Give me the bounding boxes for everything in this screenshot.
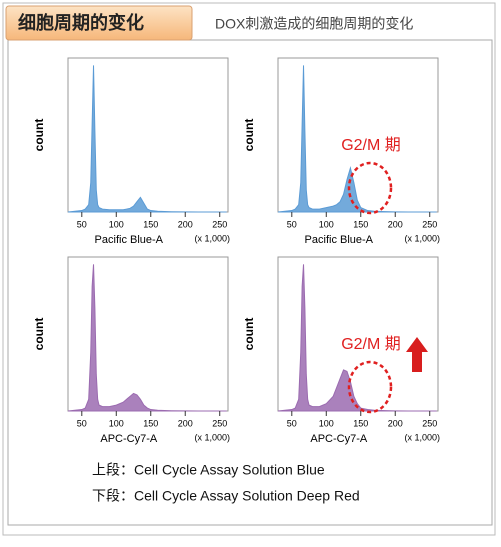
x-tick-label: 250 bbox=[422, 219, 437, 229]
histogram-area bbox=[277, 65, 437, 213]
x-tick-label: 150 bbox=[143, 418, 158, 428]
x-tick-label: 200 bbox=[388, 219, 403, 229]
histogram-area bbox=[67, 65, 227, 213]
histogram-area bbox=[67, 264, 227, 412]
histogram-area bbox=[277, 264, 437, 412]
x-axis-label: Pacific Blue-A bbox=[95, 234, 164, 246]
annotation: G2/M 期 bbox=[341, 335, 401, 353]
y-axis-label: count bbox=[242, 119, 256, 152]
x-tick-label: 50 bbox=[287, 418, 297, 428]
x-axis-label: Pacific Blue-A bbox=[305, 234, 374, 246]
x-axis-label: APC-Cy7-A bbox=[100, 433, 158, 445]
x-unit-label: (x 1,000) bbox=[194, 233, 230, 243]
x-tick-label: 100 bbox=[319, 219, 334, 229]
x-tick-label: 50 bbox=[77, 219, 87, 229]
highlight-ellipse bbox=[347, 161, 393, 215]
y-axis-label: count bbox=[32, 119, 46, 152]
x-tick-label: 200 bbox=[178, 219, 193, 229]
x-tick-label: 150 bbox=[353, 418, 368, 428]
title: 细胞周期的变化 bbox=[18, 12, 144, 33]
x-axis-label: APC-Cy7-A bbox=[310, 433, 368, 445]
x-tick-label: 250 bbox=[422, 418, 437, 428]
x-tick-label: 250 bbox=[212, 418, 227, 428]
highlight-ellipse bbox=[347, 360, 393, 414]
x-tick-label: 100 bbox=[109, 219, 124, 229]
caption: 下段：Cell Cycle Assay Solution Deep Red bbox=[92, 488, 360, 504]
panel-frame bbox=[7, 39, 493, 526]
x-unit-label: (x 1,000) bbox=[404, 432, 440, 442]
annotation: G2/M 期 bbox=[341, 136, 401, 154]
x-tick-label: 100 bbox=[319, 418, 334, 428]
title-tab bbox=[5, 5, 193, 41]
caption: 上段：Cell Cycle Assay Solution Blue bbox=[92, 462, 325, 478]
x-tick-label: 50 bbox=[287, 219, 297, 229]
x-tick-label: 150 bbox=[353, 219, 368, 229]
y-axis-label: count bbox=[32, 318, 46, 351]
x-tick-label: 250 bbox=[212, 219, 227, 229]
x-tick-label: 100 bbox=[109, 418, 124, 428]
x-tick-label: 50 bbox=[77, 418, 87, 428]
subtitle: DOX刺激造成的细胞周期的变化 bbox=[215, 16, 413, 32]
x-tick-label: 200 bbox=[178, 418, 193, 428]
y-axis-label: count bbox=[242, 318, 256, 351]
x-tick-label: 150 bbox=[143, 219, 158, 229]
x-unit-label: (x 1,000) bbox=[194, 432, 230, 442]
x-unit-label: (x 1,000) bbox=[404, 233, 440, 243]
x-tick-label: 200 bbox=[388, 418, 403, 428]
increase-arrow bbox=[406, 337, 428, 372]
